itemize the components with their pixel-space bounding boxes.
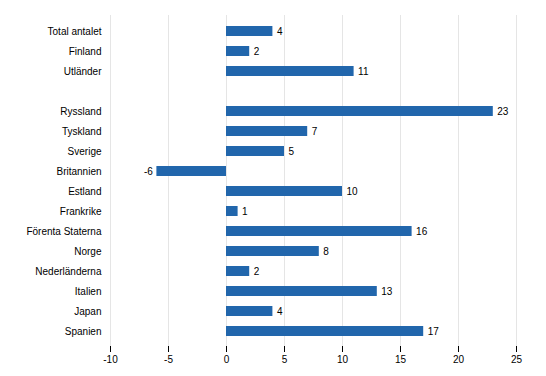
svg-text:-10: -10	[103, 354, 118, 365]
svg-text:Japan: Japan	[74, 306, 101, 317]
svg-text:Frankrike: Frankrike	[60, 206, 102, 217]
svg-text:2: 2	[254, 46, 260, 57]
svg-text:Tyskland: Tyskland	[62, 126, 101, 137]
svg-text:11: 11	[358, 66, 369, 77]
svg-text:20: 20	[453, 354, 465, 365]
svg-text:25: 25	[511, 354, 523, 365]
svg-text:Spanien: Spanien	[65, 326, 102, 337]
svg-text:-6: -6	[144, 166, 153, 177]
svg-text:-5: -5	[164, 354, 173, 365]
svg-text:4: 4	[277, 26, 283, 37]
svg-text:Utländer: Utländer	[64, 66, 102, 77]
svg-text:15: 15	[395, 354, 407, 365]
svg-text:Ryssland: Ryssland	[60, 106, 101, 117]
svg-text:Total antalet: Total antalet	[48, 26, 102, 37]
svg-text:10: 10	[337, 354, 349, 365]
svg-text:1: 1	[242, 206, 248, 217]
svg-text:Britannien: Britannien	[56, 166, 101, 177]
svg-text:16: 16	[416, 226, 428, 237]
svg-text:0: 0	[224, 354, 230, 365]
svg-text:Estland: Estland	[68, 186, 101, 197]
svg-text:5: 5	[289, 146, 295, 157]
svg-text:Förenta Staterna: Förenta Staterna	[26, 226, 101, 237]
svg-text:10: 10	[347, 186, 359, 197]
svg-text:2: 2	[254, 266, 260, 277]
svg-text:17: 17	[428, 326, 440, 337]
svg-text:7: 7	[312, 126, 318, 137]
svg-text:13: 13	[381, 286, 393, 297]
svg-text:Norge: Norge	[74, 246, 102, 257]
svg-text:4: 4	[277, 306, 283, 317]
svg-text:5: 5	[282, 354, 288, 365]
svg-text:8: 8	[323, 246, 329, 257]
svg-text:Finland: Finland	[69, 46, 102, 57]
svg-text:Italien: Italien	[75, 286, 102, 297]
svg-text:Nederländerna: Nederländerna	[35, 266, 102, 277]
svg-text:Sverige: Sverige	[68, 146, 102, 157]
svg-text:23: 23	[497, 106, 509, 117]
